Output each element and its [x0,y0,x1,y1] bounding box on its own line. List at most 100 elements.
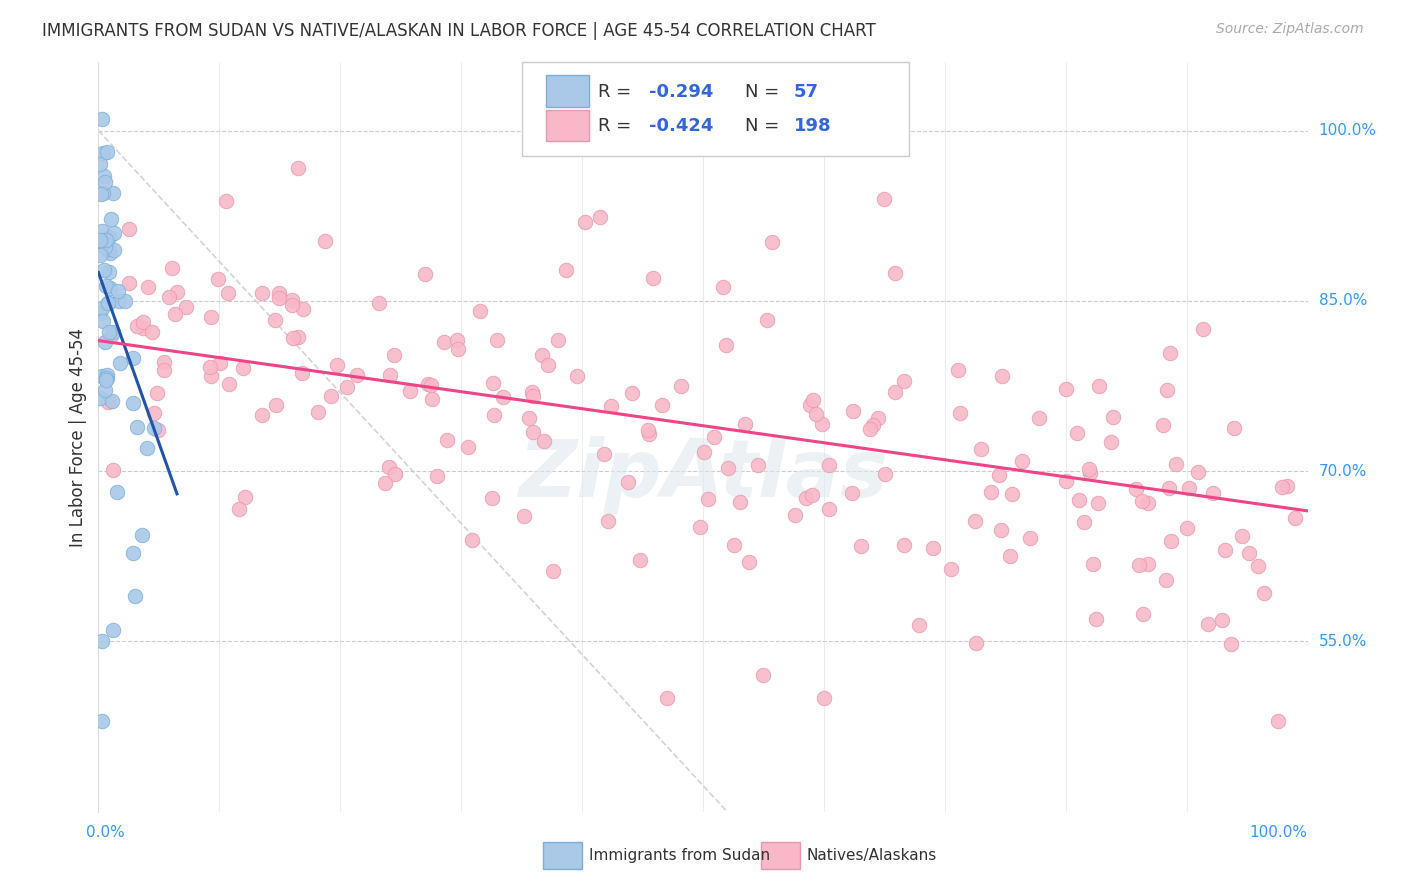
Point [382,348,405,362]
Point [291,367,314,381]
Point [314,234,336,248]
Point [326,358,349,372]
Point [378,368,401,383]
Point [374,476,396,491]
Point [1081,557,1104,571]
Point [96,368,118,382]
Point [98,246,121,260]
Point [122,546,145,560]
Point [153,363,176,377]
Point [142,421,165,435]
Point [970,442,993,456]
Point [108,356,131,370]
Point [174,301,197,315]
Point [1230,529,1253,543]
Point [941,562,963,576]
Point [593,447,616,461]
Point [124,589,146,603]
Point [121,395,143,409]
Point [946,362,969,376]
Point [1054,475,1077,489]
Point [1220,637,1243,651]
Point [963,514,986,528]
Point [520,385,543,400]
Point [531,348,554,362]
Point [1164,458,1187,472]
Point [163,307,186,321]
Point [517,410,540,425]
Point [98,281,121,295]
Point [655,691,678,706]
Point [513,508,536,523]
Point [522,425,544,440]
Text: -0.424: -0.424 [648,117,713,135]
Point [783,508,806,522]
Point [1073,516,1095,530]
Point [811,417,834,431]
FancyBboxPatch shape [543,842,582,870]
Point [143,406,166,420]
Text: N =: N = [745,83,779,101]
FancyBboxPatch shape [761,842,800,870]
Point [734,417,756,431]
Point [291,301,314,316]
Point [283,330,305,344]
Text: 57: 57 [793,83,818,101]
Point [103,463,125,477]
Point [90,187,112,202]
Point [1239,546,1261,560]
Point [723,538,745,552]
Point [131,527,153,541]
Point [1001,486,1024,500]
Point [990,523,1012,537]
Point [804,407,827,421]
Point [492,390,515,404]
Point [522,389,544,403]
Point [384,467,406,481]
Point [628,553,651,567]
Point [1078,466,1101,480]
Point [96,233,118,247]
Point [281,298,304,312]
Point [1099,434,1122,449]
Point [818,502,841,516]
Point [250,409,273,423]
Point [418,377,440,392]
Point [217,285,239,300]
Point [1087,496,1109,510]
Text: IMMIGRANTS FROM SUDAN VS NATIVE/ALASKAN IN LABOR FORCE | AGE 45-54 CORRELATION C: IMMIGRANTS FROM SUDAN VS NATIVE/ALASKAN … [42,22,876,40]
Point [537,358,560,372]
Point [1197,617,1219,632]
Point [101,623,124,637]
Point [866,410,889,425]
Point [761,235,783,250]
Text: 70.0%: 70.0% [1319,464,1367,479]
Point [884,267,907,281]
Point [873,192,896,206]
Point [697,492,720,507]
Point [97,242,120,256]
Point [747,458,769,472]
Point [96,374,118,388]
Point [420,392,443,407]
Point [1088,379,1111,393]
Point [281,293,304,307]
Point [146,423,169,437]
Point [965,635,987,649]
Point [446,334,468,348]
Point [693,445,716,459]
Point [287,161,309,175]
Point [621,385,644,400]
Point [893,374,915,388]
Point [378,460,401,475]
Point [468,304,491,318]
Point [97,296,120,310]
Point [482,408,505,422]
Point [93,383,115,397]
Point [1284,510,1306,524]
Text: Source: ZipAtlas.com: Source: ZipAtlas.com [1216,22,1364,37]
Point [346,368,368,383]
Point [565,369,588,384]
Point [1128,558,1150,573]
Point [485,334,508,348]
